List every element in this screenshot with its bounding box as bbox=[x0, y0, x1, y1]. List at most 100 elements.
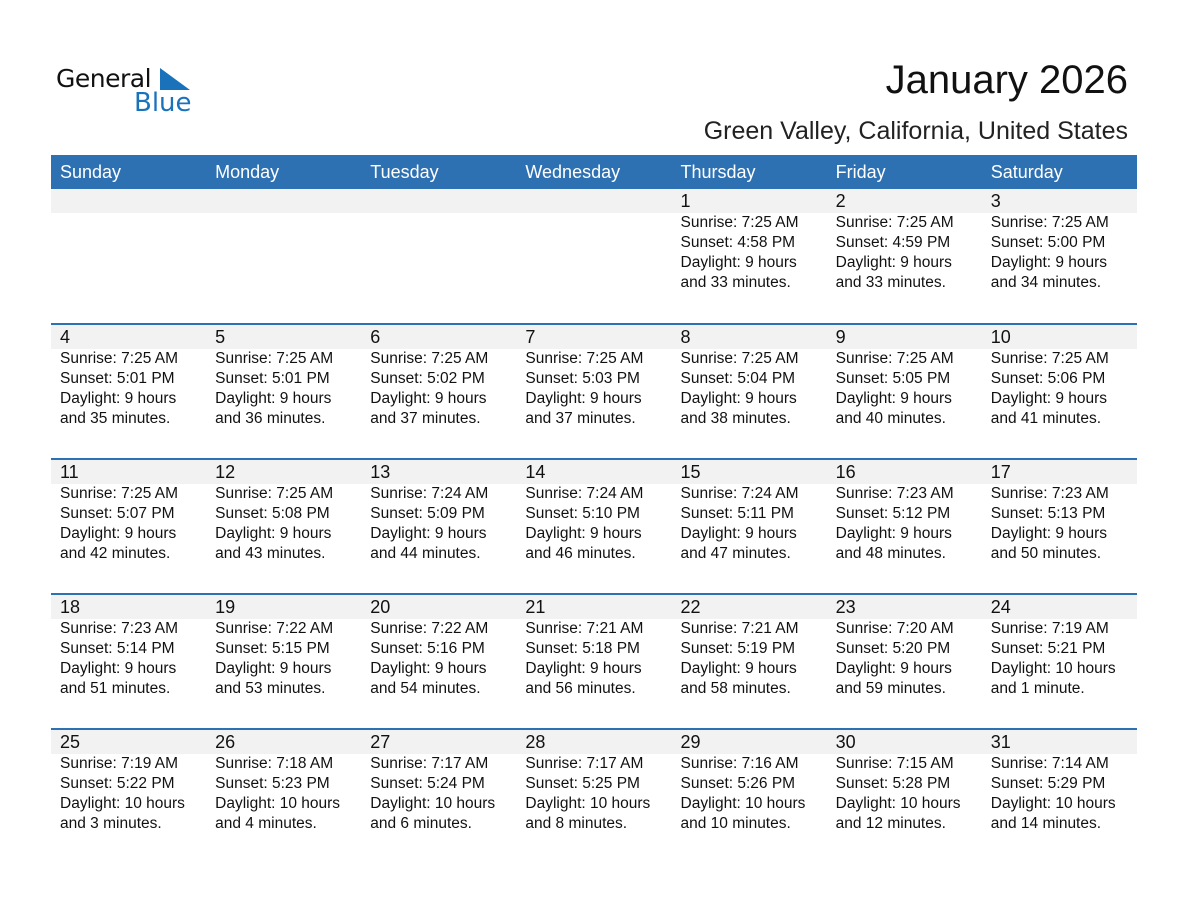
day-number: 23 bbox=[835, 597, 856, 617]
day-cell: 17 Sunrise: 7:23 AM Sunset: 5:13 PM Dayligh… bbox=[982, 460, 1137, 564]
day-cell: 7 Sunrise: 7:25 AM Sunset: 5:03 PM Daylight… bbox=[516, 325, 671, 429]
daylight-text: Daylight: 9 hours bbox=[525, 525, 642, 542]
sunrise-text: Sunrise: 7:25 AM bbox=[680, 214, 799, 231]
daylight-text-cont: and 37 minutes. bbox=[370, 410, 481, 427]
empty-day-cell bbox=[516, 189, 671, 293]
day-number: 5 bbox=[215, 327, 226, 347]
day-number: 14 bbox=[525, 462, 546, 482]
daylight-text-cont: and 36 minutes. bbox=[215, 410, 326, 427]
sunset-text: Sunset: 4:58 PM bbox=[680, 234, 796, 251]
day-number: 29 bbox=[680, 732, 701, 752]
sunset-text: Sunset: 5:05 PM bbox=[835, 370, 951, 387]
sunset-text: Sunset: 5:08 PM bbox=[215, 505, 330, 522]
sunset-text: Sunset: 5:07 PM bbox=[60, 505, 175, 522]
sunrise-text: Sunrise: 7:23 AM bbox=[990, 485, 1109, 502]
day-cell: 29 Sunrise: 7:16 AM Sunset: 5:26 PM Dayligh… bbox=[672, 730, 827, 834]
sunset-text: Sunset: 5:19 PM bbox=[680, 640, 796, 657]
daylight-text: Daylight: 9 hours bbox=[525, 390, 642, 407]
weekday-saturday: Saturday bbox=[990, 162, 1063, 182]
sunrise-text: Sunrise: 7:25 AM bbox=[215, 485, 334, 502]
sunrise-text: Sunrise: 7:24 AM bbox=[525, 485, 644, 502]
day-cell: 26 Sunrise: 7:18 AM Sunset: 5:23 PM Dayligh… bbox=[206, 730, 361, 834]
day-cell: 15 Sunrise: 7:24 AM Sunset: 5:11 PM Dayligh… bbox=[672, 460, 827, 564]
daylight-text-cont: and 12 minutes. bbox=[835, 815, 946, 832]
day-cell: 30 Sunrise: 7:15 AM Sunset: 5:28 PM Dayligh… bbox=[827, 730, 982, 834]
week-row: 25 Sunrise: 7:19 AM Sunset: 5:22 PM Dayligh… bbox=[51, 728, 1137, 863]
daylight-text-cont: and 37 minutes. bbox=[525, 410, 636, 427]
daylight-text: Daylight: 9 hours bbox=[215, 660, 332, 677]
day-number: 28 bbox=[525, 732, 546, 752]
sunrise-text: Sunrise: 7:18 AM bbox=[215, 755, 334, 772]
weekday-tuesday: Tuesday bbox=[370, 162, 439, 182]
sunset-text: Sunset: 5:14 PM bbox=[60, 640, 175, 657]
day-cell: 24 Sunrise: 7:19 AM Sunset: 5:21 PM Dayligh… bbox=[982, 595, 1137, 699]
day-cell: 8 Sunrise: 7:25 AM Sunset: 5:04 PM Daylight… bbox=[672, 325, 827, 429]
day-cell: 6 Sunrise: 7:25 AM Sunset: 5:02 PM Daylight… bbox=[361, 325, 516, 429]
day-cell: 22 Sunrise: 7:21 AM Sunset: 5:19 PM Dayligh… bbox=[672, 595, 827, 699]
day-cell: 11 Sunrise: 7:25 AM Sunset: 5:07 PM Dayligh… bbox=[51, 460, 206, 564]
calendar: Sunday Monday Tuesday Wednesday Thursday Frid… bbox=[51, 155, 1137, 863]
logo-triangle-icon bbox=[160, 68, 190, 90]
daylight-text-cont: and 50 minutes. bbox=[990, 545, 1102, 562]
sunrise-text: Sunrise: 7:24 AM bbox=[680, 485, 799, 502]
day-cell: 23 Sunrise: 7:20 AM Sunset: 5:20 PM Dayligh… bbox=[827, 595, 982, 699]
day-number: 19 bbox=[215, 597, 236, 617]
daylight-text: Daylight: 9 hours bbox=[680, 525, 797, 542]
day-number: 10 bbox=[990, 327, 1011, 347]
day-number-band bbox=[51, 730, 1137, 754]
weekday-monday: Monday bbox=[215, 162, 280, 182]
daylight-text: Daylight: 9 hours bbox=[215, 525, 332, 542]
sunrise-text: Sunrise: 7:22 AM bbox=[215, 620, 334, 637]
sunset-text: Sunset: 5:11 PM bbox=[680, 505, 794, 522]
sunrise-text: Sunrise: 7:22 AM bbox=[370, 620, 489, 637]
daylight-text: Daylight: 9 hours bbox=[835, 660, 952, 677]
daylight-text-cont: and 47 minutes. bbox=[680, 545, 791, 562]
sunrise-text: Sunrise: 7:24 AM bbox=[370, 485, 489, 502]
daylight-text-cont: and 43 minutes. bbox=[215, 545, 326, 562]
daylight-text-cont: and 46 minutes. bbox=[525, 545, 636, 562]
sunset-text: Sunset: 5:23 PM bbox=[215, 775, 330, 792]
sunset-text: Sunset: 5:06 PM bbox=[990, 370, 1106, 387]
daylight-text-cont: and 8 minutes. bbox=[525, 815, 628, 832]
daylight-text-cont: and 35 minutes. bbox=[60, 410, 171, 427]
daylight-text-cont: and 6 minutes. bbox=[370, 815, 472, 832]
day-cell: 2 Sunrise: 7:25 AM Sunset: 4:59 PM Daylight… bbox=[827, 189, 982, 293]
daylight-text: Daylight: 9 hours bbox=[990, 390, 1108, 407]
sunset-text: Sunset: 5:12 PM bbox=[835, 505, 951, 522]
daylight-text-cont: and 4 minutes. bbox=[215, 815, 317, 832]
day-number: 8 bbox=[680, 327, 691, 347]
sunrise-text: Sunrise: 7:25 AM bbox=[60, 350, 179, 367]
day-number: 4 bbox=[60, 327, 71, 347]
empty-day-cell bbox=[206, 189, 361, 293]
day-number: 11 bbox=[60, 462, 79, 482]
day-number: 26 bbox=[215, 732, 236, 752]
daylight-text: Daylight: 10 hours bbox=[835, 795, 961, 812]
sunset-text: Sunset: 5:04 PM bbox=[680, 370, 796, 387]
sunrise-text: Sunrise: 7:25 AM bbox=[990, 214, 1109, 231]
day-number: 15 bbox=[680, 462, 701, 482]
day-number: 30 bbox=[835, 732, 856, 752]
daylight-text: Daylight: 9 hours bbox=[370, 660, 487, 677]
sunrise-text: Sunrise: 7:21 AM bbox=[680, 620, 799, 637]
daylight-text-cont: and 14 minutes. bbox=[990, 815, 1102, 832]
logo-text-blue: Blue bbox=[134, 88, 192, 118]
sunset-text: Sunset: 5:16 PM bbox=[370, 640, 485, 657]
daylight-text: Daylight: 10 hours bbox=[215, 795, 341, 812]
day-number: 18 bbox=[60, 597, 81, 617]
sunset-text: Sunset: 5:28 PM bbox=[835, 775, 951, 792]
day-cell: 10 Sunrise: 7:25 AM Sunset: 5:06 PM Dayligh… bbox=[982, 325, 1137, 429]
sunset-text: Sunset: 4:59 PM bbox=[835, 234, 951, 251]
daylight-text-cont: and 33 minutes. bbox=[680, 274, 791, 291]
day-number: 9 bbox=[835, 327, 846, 347]
daylight-text: Daylight: 10 hours bbox=[525, 795, 651, 812]
daylight-text-cont: and 10 minutes. bbox=[680, 815, 791, 832]
daylight-text: Daylight: 9 hours bbox=[370, 390, 487, 407]
daylight-text: Daylight: 10 hours bbox=[60, 795, 185, 812]
daylight-text-cont: and 51 minutes. bbox=[60, 680, 171, 697]
day-cell: 21 Sunrise: 7:21 AM Sunset: 5:18 PM Dayligh… bbox=[516, 595, 671, 699]
day-cell: 18 Sunrise: 7:23 AM Sunset: 5:14 PM Dayligh… bbox=[51, 595, 206, 699]
daylight-text: Daylight: 9 hours bbox=[370, 525, 487, 542]
daylight-text-cont: and 42 minutes. bbox=[60, 545, 171, 562]
day-cell: 19 Sunrise: 7:22 AM Sunset: 5:15 PM Dayligh… bbox=[206, 595, 361, 699]
day-number: 21 bbox=[525, 597, 546, 617]
